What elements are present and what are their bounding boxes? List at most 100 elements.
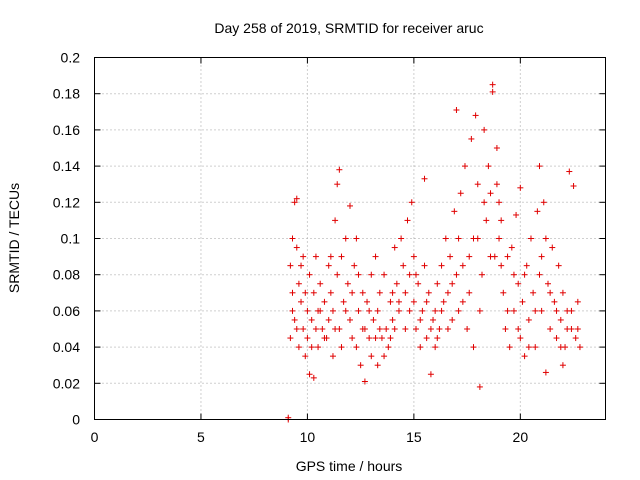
data-point <box>332 217 339 224</box>
data-point <box>366 335 373 342</box>
data-point <box>545 280 552 287</box>
data-point <box>408 199 415 206</box>
data-point <box>423 335 430 342</box>
y-tick-label: 0.02 <box>53 375 80 391</box>
data-point <box>542 369 549 376</box>
data-point <box>389 289 396 296</box>
data-point <box>513 211 520 218</box>
data-point <box>453 271 460 278</box>
data-point <box>310 374 317 381</box>
data-point <box>574 326 581 332</box>
data-point <box>440 298 447 305</box>
data-point <box>436 326 443 332</box>
data-point <box>564 326 571 332</box>
data-point <box>410 253 417 260</box>
data-point <box>449 316 456 323</box>
data-point <box>432 344 439 351</box>
data-point <box>487 190 494 197</box>
data-point <box>476 307 483 314</box>
data-point <box>289 307 296 314</box>
axis-ticks: 0 0.02 0.04 0.06 0.08 0.1 0.12 0.14 0.16 0.18 0.2 0… <box>53 50 606 445</box>
data-point <box>425 289 432 296</box>
data-point <box>457 190 464 197</box>
data-point <box>459 298 466 305</box>
data-point <box>421 262 428 269</box>
data-point <box>493 145 500 151</box>
data-point <box>308 344 315 351</box>
data-point <box>553 335 560 342</box>
data-point <box>327 253 334 260</box>
data-point <box>479 271 486 278</box>
data-point <box>289 235 296 242</box>
data-point <box>374 307 381 314</box>
data-point <box>559 362 566 369</box>
data-point <box>336 166 343 173</box>
data-point <box>427 371 434 378</box>
data-point <box>361 326 368 332</box>
data-point <box>483 217 490 224</box>
data-point <box>306 371 313 378</box>
data-point <box>338 253 345 260</box>
x-axis-label: GPS time / hours <box>296 458 403 474</box>
data-point <box>470 344 477 351</box>
data-point <box>395 307 402 314</box>
y-tick-label: 0.06 <box>53 303 80 319</box>
data-point <box>419 307 426 314</box>
data-point <box>300 253 307 260</box>
data-point <box>498 217 505 224</box>
data-point <box>474 181 481 188</box>
data-point <box>376 289 383 296</box>
data-point <box>549 244 556 251</box>
data-point <box>295 280 302 287</box>
x-tick-label: 5 <box>197 429 205 445</box>
y-tick-label: 0.14 <box>53 158 80 174</box>
data-point <box>298 298 305 305</box>
data-point <box>525 316 532 323</box>
data-point <box>338 344 345 351</box>
data-point <box>447 253 454 260</box>
data-point <box>342 235 349 242</box>
data-point <box>444 326 451 332</box>
data-point <box>413 326 420 332</box>
data-point <box>466 289 473 296</box>
data-point <box>523 262 530 269</box>
data-point <box>306 271 313 278</box>
data-point <box>517 184 524 191</box>
data-point <box>530 289 537 296</box>
data-point <box>372 253 379 260</box>
data-point <box>364 298 371 305</box>
x-tick-label: 15 <box>406 429 422 445</box>
data-point <box>391 244 398 251</box>
data-point <box>406 307 413 314</box>
data-point <box>508 244 515 251</box>
data-point <box>521 353 528 360</box>
data-point <box>485 163 492 170</box>
y-tick-label: 0 <box>72 412 80 428</box>
y-tick-label: 0.18 <box>53 86 80 102</box>
data-point <box>393 280 400 287</box>
data-point <box>502 326 509 332</box>
data-point <box>302 353 309 360</box>
data-point <box>574 298 581 305</box>
data-point <box>321 298 328 305</box>
data-point <box>302 289 309 296</box>
data-point <box>542 235 549 242</box>
data-point <box>287 262 294 269</box>
data-point <box>340 298 347 305</box>
data-point <box>506 344 513 351</box>
data-point <box>410 298 417 305</box>
data-point <box>308 316 315 323</box>
data-point <box>532 344 539 351</box>
data-point <box>553 307 560 314</box>
data-point <box>376 326 383 332</box>
data-point <box>349 335 356 342</box>
data-point <box>359 289 366 296</box>
data-point <box>357 362 364 369</box>
data-point <box>387 298 394 305</box>
data-point <box>519 298 526 305</box>
data-point <box>295 344 302 351</box>
data-point <box>489 81 496 88</box>
data-point <box>540 199 547 206</box>
data-point <box>438 262 445 269</box>
